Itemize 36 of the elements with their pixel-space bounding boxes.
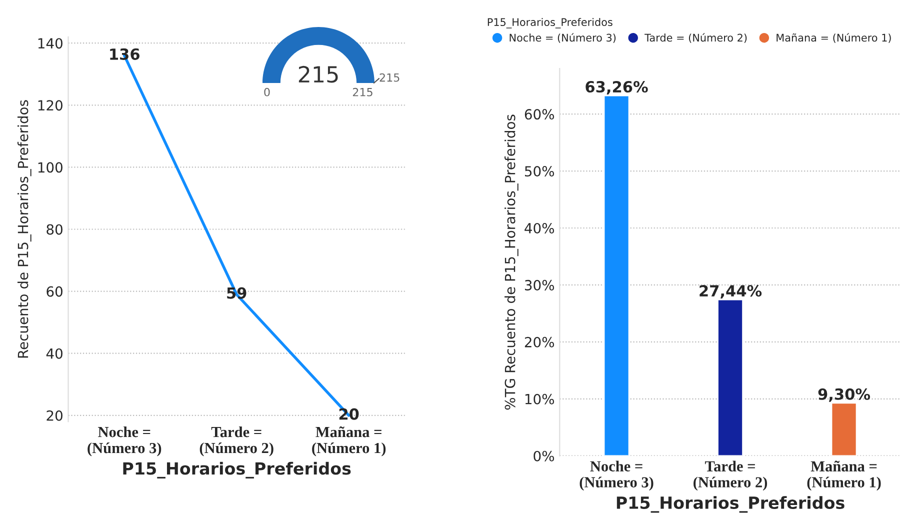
- y-axis-title: %TG Recuento de P15_Horarios_Preferidos: [504, 114, 518, 410]
- legend-label: Tarde = (Número 2): [644, 33, 747, 43]
- y-tick-label: 30%: [524, 280, 554, 290]
- annotation: 215: [298, 66, 338, 83]
- legend-title: P15_Horarios_Preferidos: [488, 18, 612, 28]
- data-label: 27,44%: [700, 285, 762, 299]
- legend-label: Noche = (Número 3): [510, 33, 616, 43]
- x-tick-label: Mañana = (Número 1): [807, 460, 881, 491]
- x-axis-title: P15_Horarios_Preferidos: [123, 462, 351, 478]
- data-label: 136: [110, 48, 140, 60]
- x-tick-label: Mañana = (Número 1): [312, 426, 386, 456]
- y-tick-label: 60%: [524, 109, 554, 120]
- y-tick-label: 20: [46, 410, 62, 421]
- y-axis-title: Recuento de P15_Horarios_Preferidos: [17, 100, 32, 358]
- y-tick-label: 100: [38, 162, 62, 173]
- y-tick-label: 140: [38, 38, 62, 49]
- x-axis-title: P15_Horarios_Preferidos: [616, 496, 844, 513]
- x-tick-label: Noche = (Número 3): [580, 460, 654, 491]
- y-tick-label: 0%: [534, 450, 554, 462]
- y-tick-label: 80: [46, 224, 62, 235]
- legend-label: Mañana = (Número 1): [776, 33, 891, 43]
- data-label: 63,26%: [586, 80, 648, 95]
- x-tick-label: Tarde = (Número 2): [694, 460, 768, 491]
- y-tick-label: 10%: [525, 394, 554, 404]
- annotation: 215: [352, 88, 372, 96]
- y-tick-label: 20%: [524, 336, 554, 348]
- y-tick-label: 40%: [524, 222, 554, 234]
- data-label: 9,30%: [818, 388, 870, 402]
- y-tick-label: 60: [46, 286, 62, 297]
- x-tick-label: Tarde = (Número 2): [200, 426, 274, 456]
- annotation: 0: [264, 88, 270, 96]
- x-tick-label: Noche = (Número 3): [88, 426, 162, 456]
- y-tick-label: 50%: [524, 166, 554, 177]
- annotation: 215: [380, 73, 400, 82]
- y-tick-label: 120: [38, 100, 62, 111]
- y-tick-label: 40: [46, 348, 62, 359]
